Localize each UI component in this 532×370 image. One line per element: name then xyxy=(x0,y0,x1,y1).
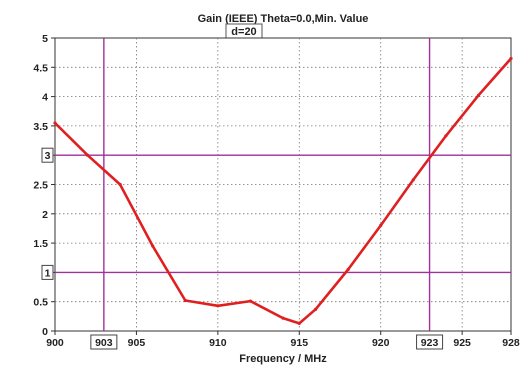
data-point xyxy=(346,267,350,272)
x-tick-label: 910 xyxy=(209,337,227,349)
x-tick-label: 905 xyxy=(128,337,146,349)
data-point xyxy=(53,121,57,125)
marker-label-vertical: 923 xyxy=(421,337,439,349)
marker-label-horizontal: 1 xyxy=(45,267,51,279)
data-point xyxy=(509,56,513,61)
y-tick-label: 0 xyxy=(42,326,48,338)
y-tick-label: 0.5 xyxy=(33,297,48,309)
chart-title: Gain (IEEE) Theta=0.0,Min. Value xyxy=(198,13,369,25)
x-tick-label: 925 xyxy=(453,337,471,349)
data-point xyxy=(118,182,122,187)
data-point xyxy=(379,223,383,228)
x-axis-label: Frequency / MHz xyxy=(239,353,327,365)
x-tick-label: 915 xyxy=(291,337,309,349)
marker-label-box xyxy=(41,264,54,280)
data-point xyxy=(411,178,415,182)
marker-label-vertical: 903 xyxy=(95,337,113,349)
data-point xyxy=(85,153,90,157)
y-tick-label: 5 xyxy=(42,33,48,45)
marker-lines xyxy=(55,38,511,331)
x-tick-label: 928 xyxy=(502,337,520,349)
marker-label-horizontal: 3 xyxy=(45,150,51,162)
y-tick-label: 4 xyxy=(42,92,48,104)
y-tick-label: 1.5 xyxy=(33,238,48,250)
data-point xyxy=(183,298,187,303)
chart-subtitle: d=20 xyxy=(231,26,256,38)
y-tick-label: 4.5 xyxy=(33,62,48,74)
marker-label-box xyxy=(416,334,444,350)
y-tick-label: 2.5 xyxy=(33,180,48,192)
data-point xyxy=(281,316,285,320)
y-axis-ticks: 0 0.5 1 1.5 2 2.5 3 3.5 4 4.5 5 xyxy=(33,33,55,338)
data-point xyxy=(151,244,155,248)
y-tick-label: 3.5 xyxy=(33,121,48,133)
marker-labels: 1 3 903 923 xyxy=(41,147,444,350)
series-layer xyxy=(53,56,513,325)
marker-label-box xyxy=(90,334,118,350)
data-point xyxy=(216,304,220,308)
y-tick-label: 2 xyxy=(42,209,48,221)
x-tick-label: 900 xyxy=(46,337,64,349)
data-point xyxy=(248,299,253,303)
data-point xyxy=(313,307,318,311)
x-tick-label: 920 xyxy=(372,337,390,349)
data-point xyxy=(297,321,301,325)
data-point xyxy=(444,134,448,138)
series-line xyxy=(54,57,512,325)
x-axis-ticks: 900 905 910 915 920 925 928 xyxy=(46,331,520,349)
data-point xyxy=(476,93,481,98)
marker-label-box xyxy=(41,147,54,163)
